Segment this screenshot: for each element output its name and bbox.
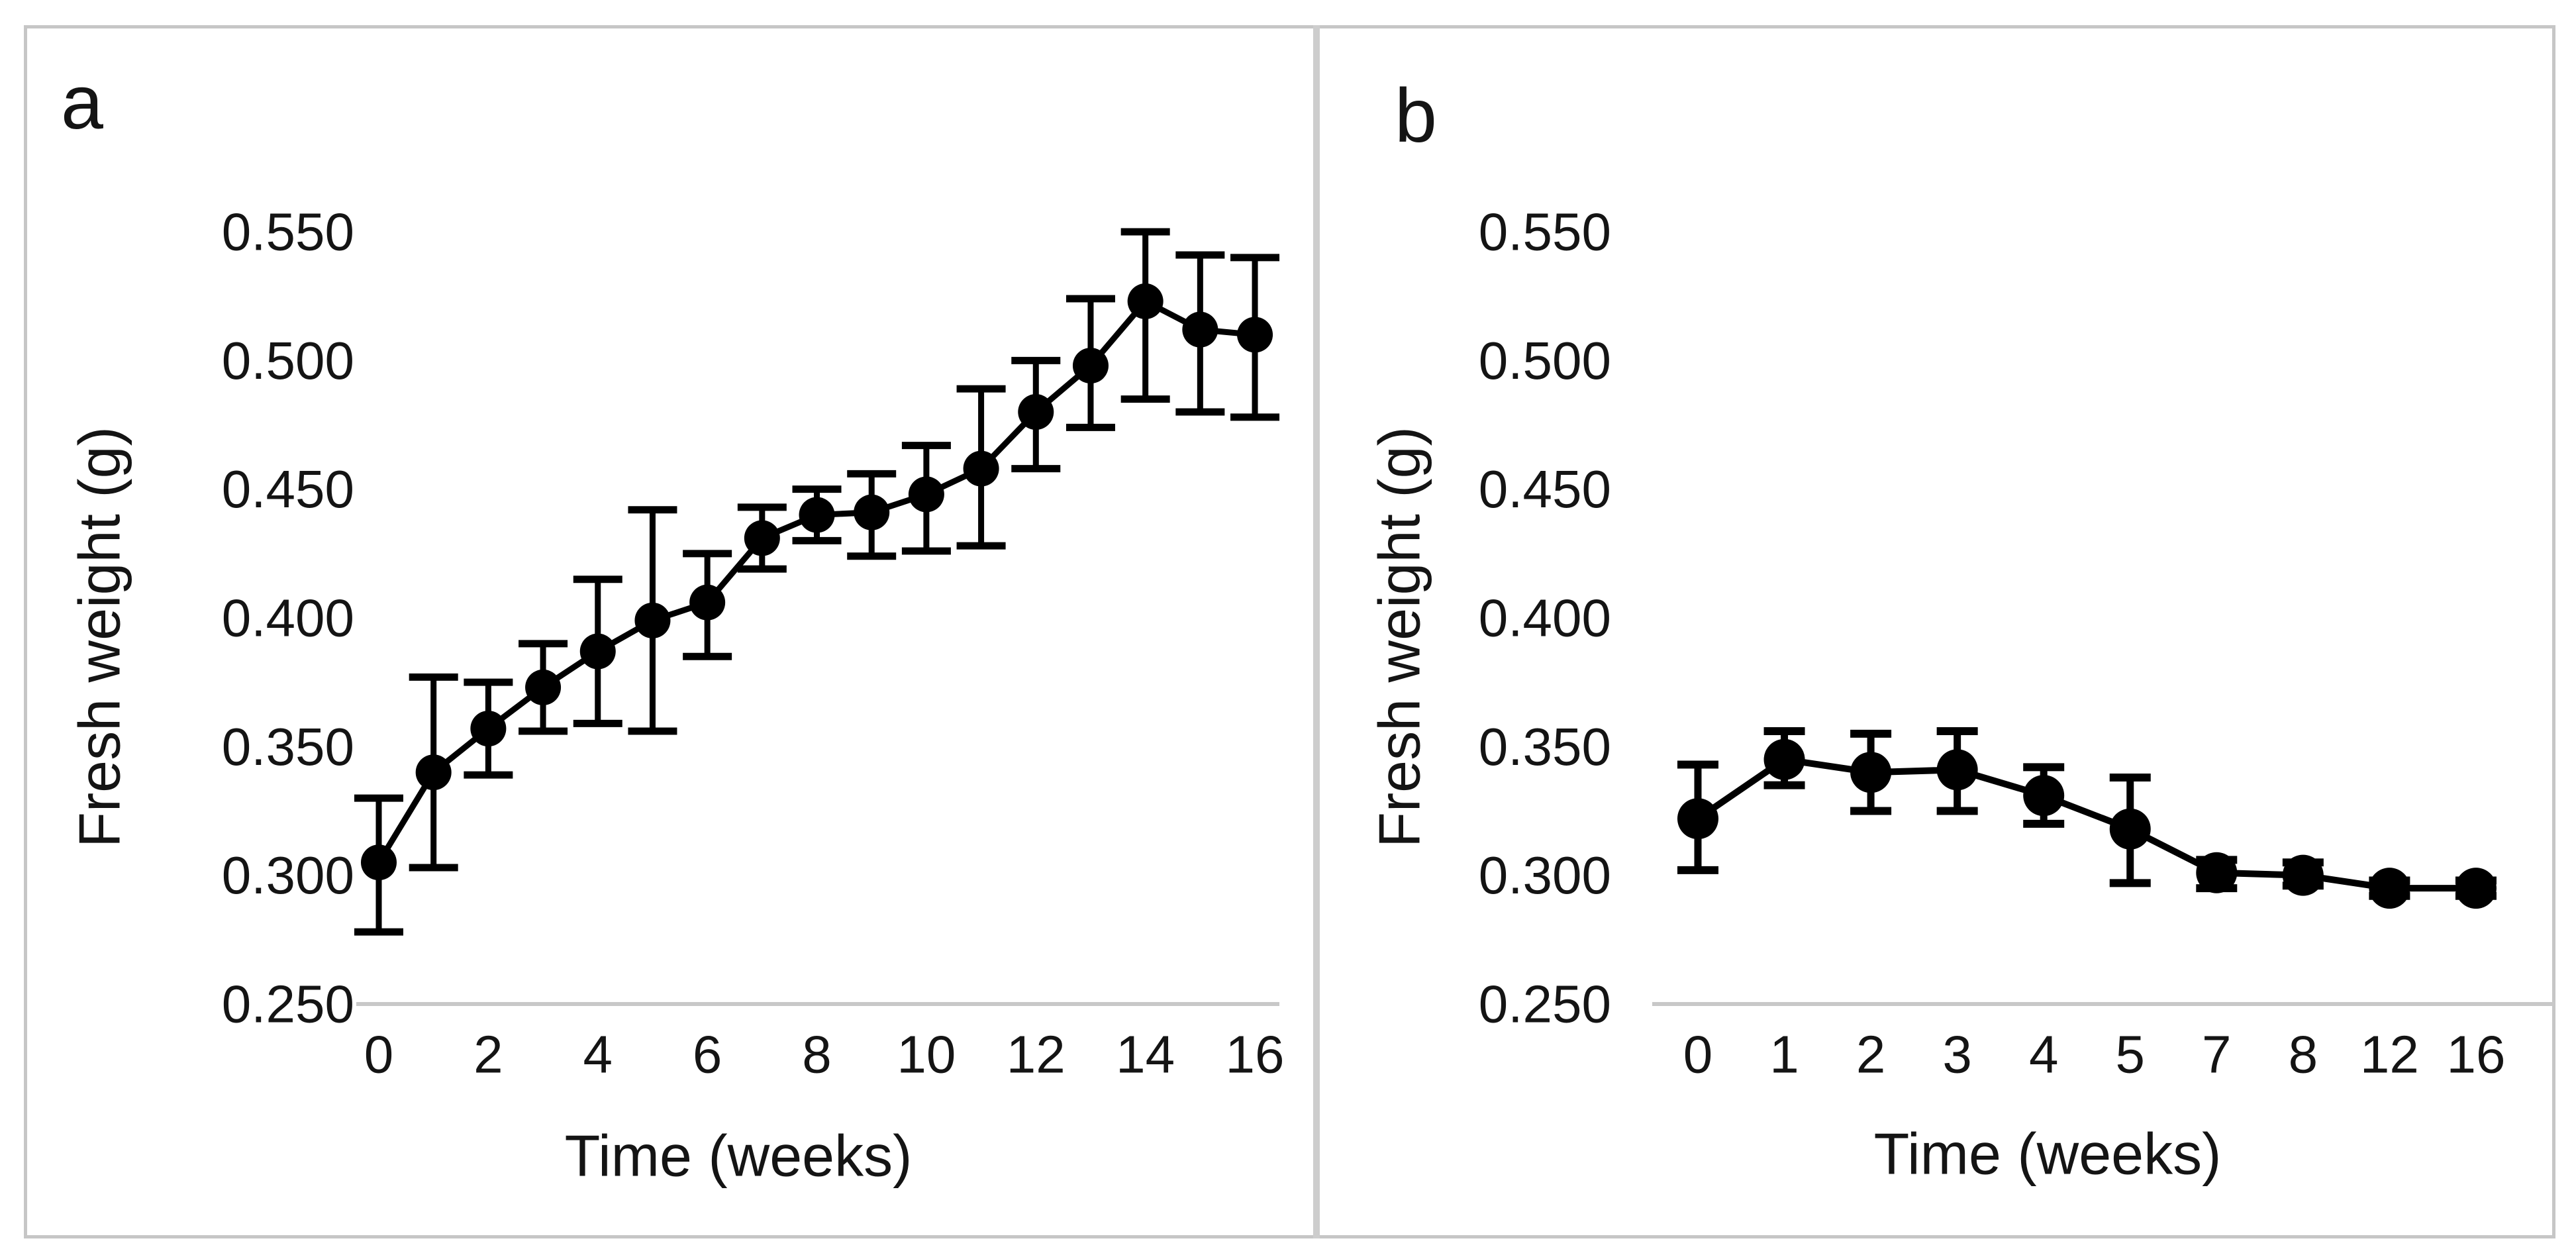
data-point-marker <box>1182 311 1218 348</box>
x-tick-label: 1 <box>1769 1025 1799 1084</box>
data-point-marker <box>2196 852 2238 893</box>
y-axis-title: Fresh weight (g) <box>67 427 132 848</box>
x-tick-label: 5 <box>2116 1025 2146 1084</box>
y-tick-label: 0.500 <box>222 331 354 390</box>
data-point-marker <box>854 494 890 530</box>
data-point-marker <box>579 633 616 670</box>
x-tick-label: 8 <box>2289 1025 2318 1084</box>
data-point-marker <box>744 520 780 556</box>
series-line <box>1696 756 2476 892</box>
x-tick-label: 2 <box>473 1025 503 1084</box>
data-point-marker <box>634 602 671 638</box>
x-tick-label: 4 <box>583 1025 613 1084</box>
data-point-marker <box>361 844 397 881</box>
x-tick-label: 10 <box>897 1025 956 1084</box>
x-tick-label: 8 <box>802 1025 832 1084</box>
x-tick-label: 14 <box>1116 1025 1175 1084</box>
x-tick-label: 7 <box>2202 1025 2232 1084</box>
data-point-marker <box>1763 738 1805 780</box>
x-axis-title: Time (weeks) <box>1874 1121 2222 1187</box>
data-point-marker <box>1677 798 1718 840</box>
y-tick-label: 0.450 <box>1479 460 1611 519</box>
x-axis-title: Time (weeks) <box>565 1123 913 1189</box>
figure-border <box>24 25 2555 1238</box>
x-tick-label: 4 <box>2029 1025 2059 1084</box>
y-axis-title: Fresh weight (g) <box>1367 427 1432 848</box>
x-tick-label: 6 <box>693 1025 722 1084</box>
x-tick-label: 3 <box>1942 1025 1972 1084</box>
y-tick-label: 0.300 <box>1479 846 1611 905</box>
y-tick-label: 0.300 <box>222 846 354 905</box>
x-tick-label: 16 <box>1226 1025 1285 1084</box>
data-point-marker <box>908 476 944 513</box>
y-tick-label: 0.250 <box>1479 975 1611 1034</box>
data-point-marker <box>2282 854 2324 896</box>
x-tick-label: 12 <box>2360 1025 2419 1084</box>
data-point-marker <box>689 584 726 621</box>
x-tick-label: 0 <box>1683 1025 1713 1084</box>
y-tick-label: 0.550 <box>1479 202 1611 261</box>
data-point-marker <box>1936 749 1978 791</box>
data-point-marker <box>1018 394 1054 430</box>
data-point-marker <box>2023 775 2065 817</box>
y-tick-label: 0.250 <box>222 975 354 1034</box>
x-tick-label: 0 <box>364 1025 394 1084</box>
data-point-marker <box>415 754 452 791</box>
data-point-marker <box>1127 283 1164 319</box>
y-tick-label: 0.400 <box>1479 588 1611 647</box>
panel-a-label: a <box>61 60 103 145</box>
data-point-marker <box>963 450 999 487</box>
panel-b-label: b <box>1395 74 1437 158</box>
data-point-marker <box>1072 348 1109 384</box>
data-point-marker <box>470 711 507 747</box>
y-tick-label: 0.450 <box>222 460 354 519</box>
data-point-marker <box>2109 808 2151 850</box>
y-tick-label: 0.400 <box>222 588 354 647</box>
panel-divider-line <box>1313 25 1320 1238</box>
x-tick-label: 16 <box>2446 1025 2505 1084</box>
x-tick-label: 12 <box>1007 1025 1065 1084</box>
data-point-marker <box>1850 752 1892 793</box>
data-point-marker <box>2369 868 2410 909</box>
data-point-marker <box>2455 868 2497 909</box>
data-point-marker <box>1237 317 1273 353</box>
data-point-marker <box>799 497 835 533</box>
y-tick-label: 0.550 <box>222 202 354 261</box>
data-point-marker <box>525 669 562 705</box>
y-tick-label: 0.500 <box>1479 331 1611 390</box>
y-tick-label: 0.350 <box>222 717 354 776</box>
y-tick-label: 0.350 <box>1479 717 1611 776</box>
x-tick-label: 2 <box>1856 1025 1886 1084</box>
